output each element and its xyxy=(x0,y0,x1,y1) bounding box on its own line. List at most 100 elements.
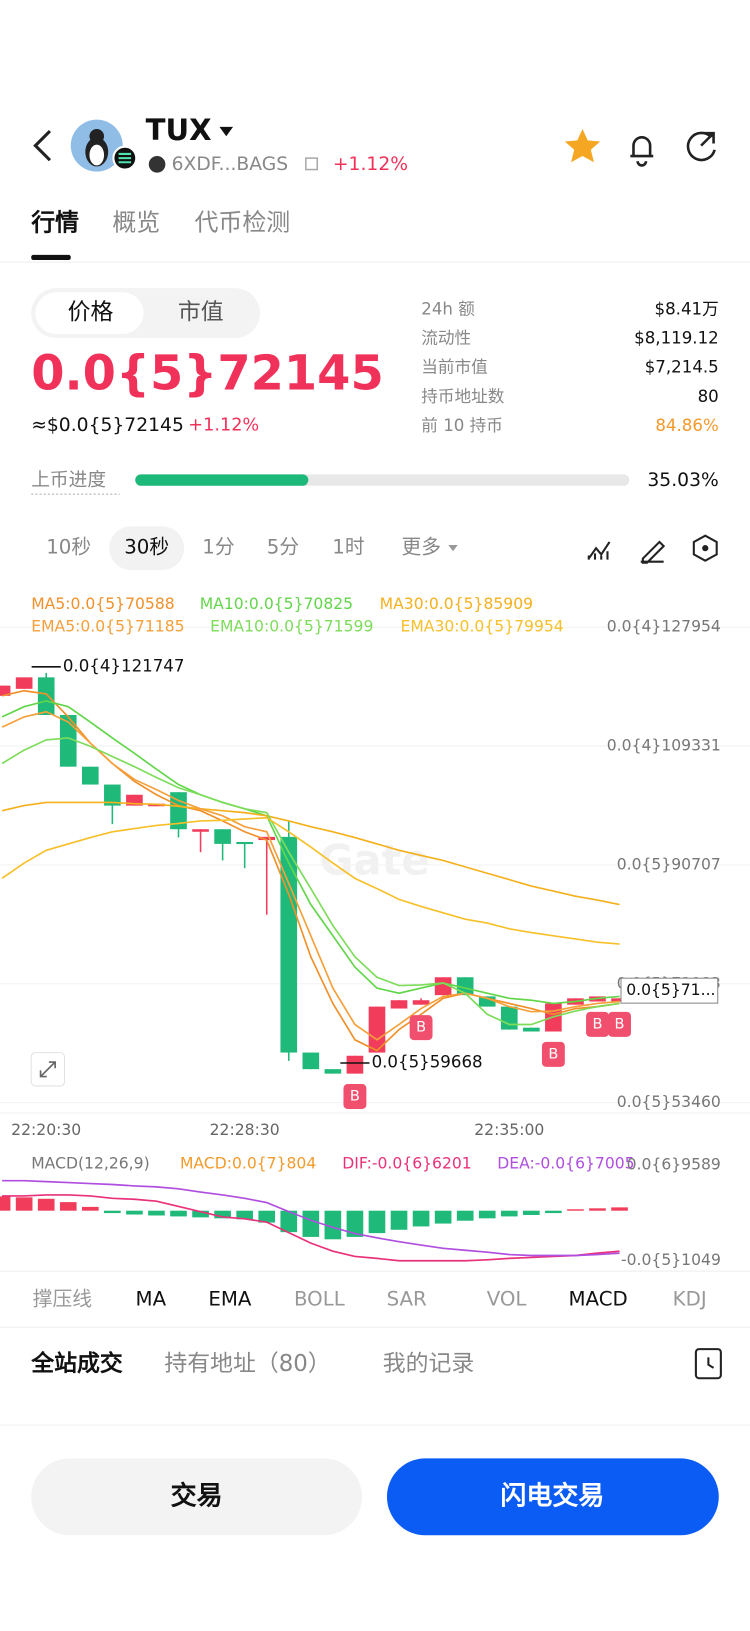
macd-bar xyxy=(500,1210,518,1217)
legend-entry: DIF:-0.0{6}6201 xyxy=(342,1154,472,1172)
interval[interactable]: 10秒 xyxy=(46,536,91,559)
draw-button[interactable] xyxy=(640,540,666,564)
macd-bar xyxy=(324,1210,342,1240)
toggle-option[interactable]: 价格 xyxy=(68,300,114,326)
history-icon xyxy=(707,1357,715,1369)
interval[interactable]: 更多 xyxy=(402,536,442,559)
tab[interactable]: 概览 xyxy=(112,209,160,237)
interval[interactable]: 1分 xyxy=(202,536,234,559)
y-tick-label: -0.0{5}1049 xyxy=(621,1251,721,1269)
indicator-tab[interactable]: SAR xyxy=(387,1288,427,1311)
y-tick-label: 0.0{5}53460 xyxy=(617,1093,721,1111)
toggle-active xyxy=(35,292,144,334)
alert-button[interactable] xyxy=(630,136,654,167)
macd-bar xyxy=(611,1207,628,1211)
settings-button[interactable] xyxy=(692,534,718,562)
toggle-option[interactable]: 市值 xyxy=(178,300,224,326)
indicator-tab[interactable]: 撑压线 xyxy=(33,1288,92,1311)
trade-tab[interactable]: 我的记录 xyxy=(383,1351,475,1377)
indicator-tab[interactable]: MACD xyxy=(569,1288,628,1311)
indicator-tab[interactable]: KDJ xyxy=(673,1288,707,1311)
legend-entry: MA10:0.0{5}70825 xyxy=(200,595,353,613)
ma-line xyxy=(1,801,620,906)
candle-body xyxy=(324,1069,342,1074)
stat-label: 24h 额 xyxy=(421,299,475,318)
back-button[interactable] xyxy=(33,129,52,162)
price-change: +1.12% xyxy=(188,415,259,435)
macd-line xyxy=(2,1179,620,1257)
history-button[interactable] xyxy=(694,1348,722,1380)
macd-bar xyxy=(302,1210,320,1237)
legend-entry: EMA10:0.0{5}71599 xyxy=(210,618,373,636)
macd-bar xyxy=(280,1210,298,1233)
indicator-tab[interactable]: VOL xyxy=(487,1288,527,1311)
flash-trade-button[interactable] xyxy=(386,1458,719,1536)
macd-bar xyxy=(412,1210,430,1227)
tab[interactable]: 代币检测 xyxy=(195,209,291,237)
stat-label: 当前市值 xyxy=(421,358,488,377)
interval[interactable]: 5分 xyxy=(267,536,299,559)
trade-button-label: 交易 xyxy=(171,1480,223,1511)
trade-button[interactable] xyxy=(31,1458,362,1536)
buy-marker-label: B xyxy=(416,1019,426,1036)
candle-body xyxy=(258,836,276,841)
kline-chart: MA5:0.0{5}70588 MA10:0.0{5}70825 MA30:0.0{… xyxy=(0,595,750,1269)
stat-label: 流动性 xyxy=(421,329,471,348)
stat-label: 前 10 持币 xyxy=(421,416,503,435)
macd-line xyxy=(2,1194,620,1262)
x-tick-label: 22:28:30 xyxy=(210,1121,280,1139)
price: 0.0{5}72145 xyxy=(31,347,384,402)
candle-body xyxy=(478,996,496,1007)
macd-bar xyxy=(104,1210,121,1214)
candle-body xyxy=(37,677,55,715)
token-dropdown[interactable] xyxy=(219,126,234,137)
y-tick-label: 0.0{4}127954 xyxy=(607,618,721,636)
y-tick-label: 0.0{5}90707 xyxy=(617,855,721,873)
indicator-tab[interactable]: EMA xyxy=(208,1288,252,1311)
stat-label: 持币地址数 xyxy=(421,387,504,406)
trade-tab[interactable]: 持有地址（80） xyxy=(164,1351,330,1377)
share-button[interactable] xyxy=(686,131,716,162)
x-tick-label: 22:35:00 xyxy=(474,1121,544,1139)
macd-bar xyxy=(346,1210,364,1237)
avatar-figure xyxy=(89,144,105,166)
macd-bar xyxy=(456,1210,474,1221)
platform-icon xyxy=(148,156,166,173)
ma-line xyxy=(1,737,620,1026)
macd-bar xyxy=(567,1209,584,1211)
macd-bar xyxy=(81,1206,99,1211)
buy-marker xyxy=(608,1011,631,1037)
macd-bar xyxy=(236,1210,253,1220)
ma-line xyxy=(1,710,620,1041)
legend-entry: EMA30:0.0{5}79954 xyxy=(400,618,563,636)
y-tick-label: 0.0{4}109331 xyxy=(607,737,721,755)
macd-bar xyxy=(59,1202,77,1211)
legend-entry: MA30:0.0{5}85909 xyxy=(380,595,533,613)
interval[interactable]: 30秒 xyxy=(124,536,169,559)
macd-bar xyxy=(126,1210,143,1215)
macd-bar xyxy=(545,1210,562,1214)
macd-bar xyxy=(434,1210,452,1224)
macd-bar xyxy=(523,1210,540,1215)
indicator-button[interactable] xyxy=(587,541,611,560)
indicator-tab[interactable]: MA xyxy=(136,1288,167,1311)
annotation-label: 0.0{4}121747 xyxy=(63,656,185,675)
buy-marker-label: B xyxy=(593,1015,603,1032)
macd-bar xyxy=(390,1210,408,1230)
candle-body xyxy=(236,841,253,845)
macd-bar xyxy=(15,1197,33,1211)
settings-button[interactable] xyxy=(702,545,709,552)
candle-body xyxy=(126,794,143,806)
indicator-tab[interactable]: BOLL xyxy=(294,1288,345,1311)
buy-marker xyxy=(541,1041,565,1067)
copy-button[interactable] xyxy=(305,157,319,171)
candle-body xyxy=(81,766,99,785)
interval[interactable]: 1时 xyxy=(332,536,364,559)
candle-body xyxy=(59,714,77,767)
ma-line xyxy=(1,700,620,1005)
more-dropdown[interactable] xyxy=(448,545,458,552)
tab[interactable]: 行情 xyxy=(30,209,79,237)
favorite-button[interactable] xyxy=(564,128,601,163)
trade-tab[interactable]: 全站成交 xyxy=(30,1350,123,1377)
